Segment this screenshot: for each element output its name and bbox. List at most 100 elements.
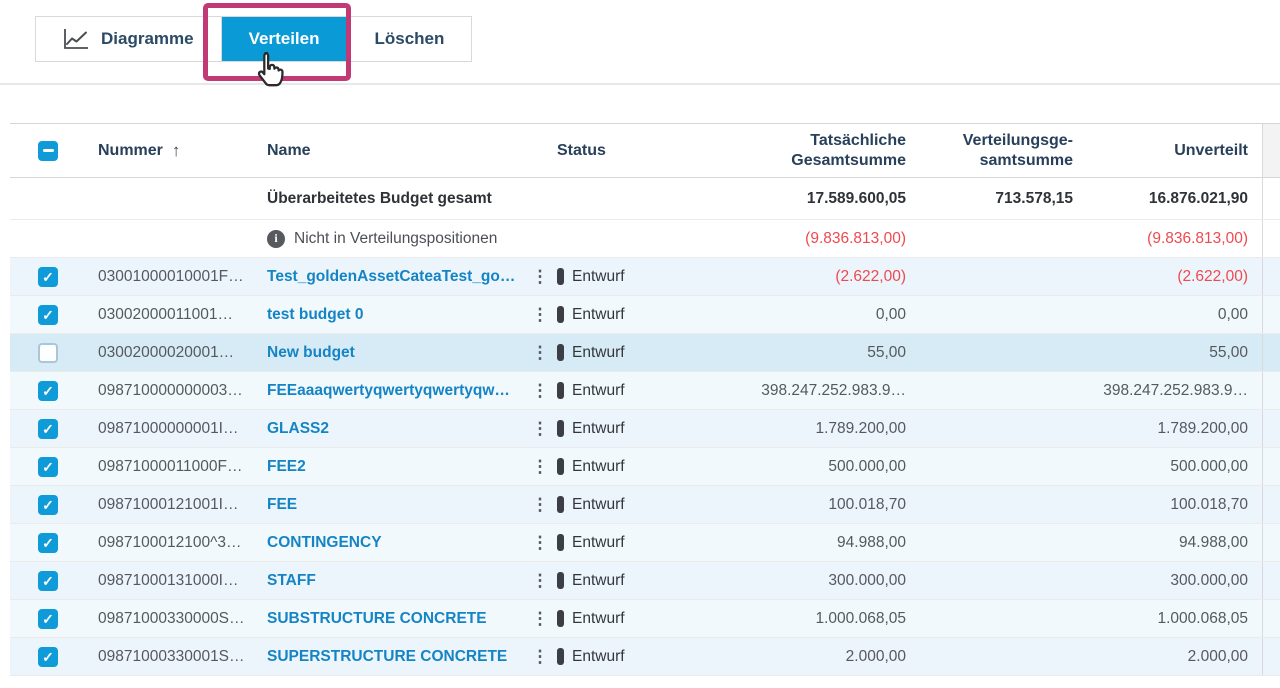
row-actual-total: 2.000,00 — [845, 647, 906, 665]
row-name-link[interactable]: SUBSTRUCTURE CONCRETE — [267, 609, 487, 627]
row-actual-total: 1.789.200,00 — [815, 419, 906, 437]
column-header-name[interactable]: Name — [267, 141, 311, 159]
row-checkbox[interactable] — [38, 494, 58, 515]
totals-actual: 17.589.600,05 — [806, 189, 906, 207]
table-row: 09871000330000S… SUBSTRUCTURE CONCRETE ⋮… — [10, 600, 1280, 638]
table-row: 09871000011000F… FEE2 ⋮ Entwurf 500.000,… — [10, 448, 1280, 486]
row-distribution-total — [908, 258, 1075, 295]
row-undistributed: 0,00 — [1217, 305, 1248, 323]
row-name-link[interactable]: SUPERSTRUCTURE CONCRETE — [267, 647, 508, 665]
row-checkbox[interactable] — [38, 304, 58, 325]
row-checkbox[interactable] — [38, 532, 58, 553]
row-checkbox[interactable] — [38, 456, 58, 477]
row-actual-total: 500.000,00 — [828, 457, 906, 475]
row-name-link[interactable]: FEE2 — [267, 457, 306, 475]
kebab-menu-icon[interactable]: ⋮ — [531, 380, 549, 400]
row-number: 0987100012100^3… — [98, 533, 242, 551]
table-row: 03001000010001F… Test_goldenAssetCateaTe… — [10, 258, 1280, 296]
row-name-link[interactable]: GLASS2 — [267, 419, 330, 437]
row-distribution-total — [908, 524, 1075, 561]
info-label: Nicht in Verteilungspositionen — [294, 229, 498, 247]
column-header-nummer[interactable]: Nummer ↑ — [98, 140, 181, 160]
row-checkbox[interactable] — [38, 608, 58, 629]
kebab-menu-icon[interactable]: ⋮ — [531, 304, 549, 324]
row-distribution-total — [908, 600, 1075, 637]
diagramme-button[interactable]: Diagramme — [36, 17, 222, 61]
row-undistributed: (2.622,00) — [1177, 267, 1248, 285]
row-number: 03002000020001… — [98, 343, 235, 361]
row-name-link[interactable]: STAFF — [267, 571, 316, 589]
row-number: 09871000011000F… — [98, 457, 243, 475]
row-undistributed: 2.000,00 — [1187, 647, 1248, 665]
next-column-edge — [1262, 334, 1280, 371]
next-column-edge — [1262, 638, 1280, 675]
info-icon: i — [267, 229, 285, 248]
table-row: 09871000000001I… GLASS2 ⋮ Entwurf 1.789.… — [10, 410, 1280, 448]
row-checkbox[interactable] — [38, 342, 58, 363]
status-bar-icon — [557, 496, 564, 513]
status-label: Entwurf — [572, 343, 625, 361]
status-bar-icon — [557, 268, 564, 285]
row-distribution-total — [908, 296, 1075, 333]
totals-distribution: 713.578,15 — [995, 189, 1073, 207]
kebab-menu-icon[interactable]: ⋮ — [531, 266, 549, 286]
kebab-menu-icon[interactable]: ⋮ — [531, 646, 549, 666]
info-distribution — [908, 220, 1075, 257]
table-body: 03001000010001F… Test_goldenAssetCateaTe… — [10, 258, 1280, 676]
status-label: Entwurf — [572, 381, 625, 399]
row-checkbox[interactable] — [38, 570, 58, 591]
loeschen-button[interactable]: Löschen — [347, 17, 472, 61]
column-header-undistributed[interactable]: Unverteilt — [1174, 141, 1248, 159]
row-name-link[interactable]: test budget 0 — [267, 305, 364, 323]
row-name-link[interactable]: Test_goldenAssetCateaTest_go… — [267, 267, 516, 285]
row-undistributed: 94.988,00 — [1179, 533, 1248, 551]
column-header-actual-total[interactable]: Tatsächliche Gesamtsumme — [791, 131, 906, 169]
row-name-link[interactable]: New budget — [267, 343, 355, 361]
row-checkbox[interactable] — [38, 380, 58, 401]
next-column-edge — [1262, 372, 1280, 409]
table-row: 03002000011001… test budget 0 ⋮ Entwurf … — [10, 296, 1280, 334]
row-name-link[interactable]: FEE — [267, 495, 298, 513]
row-number: 098710000000003… — [98, 381, 243, 399]
row-undistributed: 1.000.068,05 — [1157, 609, 1248, 627]
row-name-link[interactable]: FEEaaaqwertyqwertyqwertyqw… — [267, 381, 510, 399]
next-column-edge — [1262, 220, 1280, 257]
kebab-menu-icon[interactable]: ⋮ — [531, 342, 549, 362]
next-column-edge — [1262, 258, 1280, 295]
kebab-menu-icon[interactable]: ⋮ — [531, 418, 549, 438]
column-header-distribution-total[interactable]: Verteilungsge- samtsumme — [962, 131, 1073, 169]
row-checkbox[interactable] — [38, 418, 58, 439]
kebab-menu-icon[interactable]: ⋮ — [531, 494, 549, 514]
row-distribution-total — [908, 486, 1075, 523]
row-checkbox[interactable] — [38, 646, 58, 667]
row-number: 09871000131000I… — [98, 571, 239, 589]
row-number: 09871000121001I… — [98, 495, 239, 513]
row-undistributed: 300.000,00 — [1170, 571, 1248, 589]
status-bar-icon — [557, 610, 564, 627]
kebab-menu-icon[interactable]: ⋮ — [531, 532, 549, 552]
row-actual-total: 100.018,70 — [828, 495, 906, 513]
next-column-edge — [1262, 410, 1280, 447]
column-header-status[interactable]: Status — [557, 141, 606, 159]
info-row: i Nicht in Verteilungspositionen (9.836.… — [10, 220, 1280, 258]
row-name-link[interactable]: CONTINGENCY — [267, 533, 382, 551]
row-number: 03002000011001… — [98, 305, 234, 323]
row-undistributed: 100.018,70 — [1170, 495, 1248, 513]
row-checkbox[interactable] — [38, 266, 58, 287]
row-actual-total: 300.000,00 — [828, 571, 906, 589]
kebab-menu-icon[interactable]: ⋮ — [531, 456, 549, 476]
row-undistributed: 500.000,00 — [1170, 457, 1248, 475]
select-all-checkbox[interactable] — [38, 140, 58, 161]
kebab-menu-icon[interactable]: ⋮ — [531, 608, 549, 628]
kebab-menu-icon[interactable]: ⋮ — [531, 570, 549, 590]
line-chart-icon — [64, 29, 88, 49]
row-actual-total: 94.988,00 — [837, 533, 906, 551]
status-bar-icon — [557, 534, 564, 551]
row-number: 09871000330000S… — [98, 609, 245, 627]
table-row: 09871000330001S… SUPERSTRUCTURE CONCRETE… — [10, 638, 1280, 676]
section-divider — [0, 83, 1280, 85]
verteilen-button[interactable]: Verteilen — [221, 17, 348, 61]
next-column-edge — [1262, 448, 1280, 485]
row-actual-total: 55,00 — [867, 343, 906, 361]
